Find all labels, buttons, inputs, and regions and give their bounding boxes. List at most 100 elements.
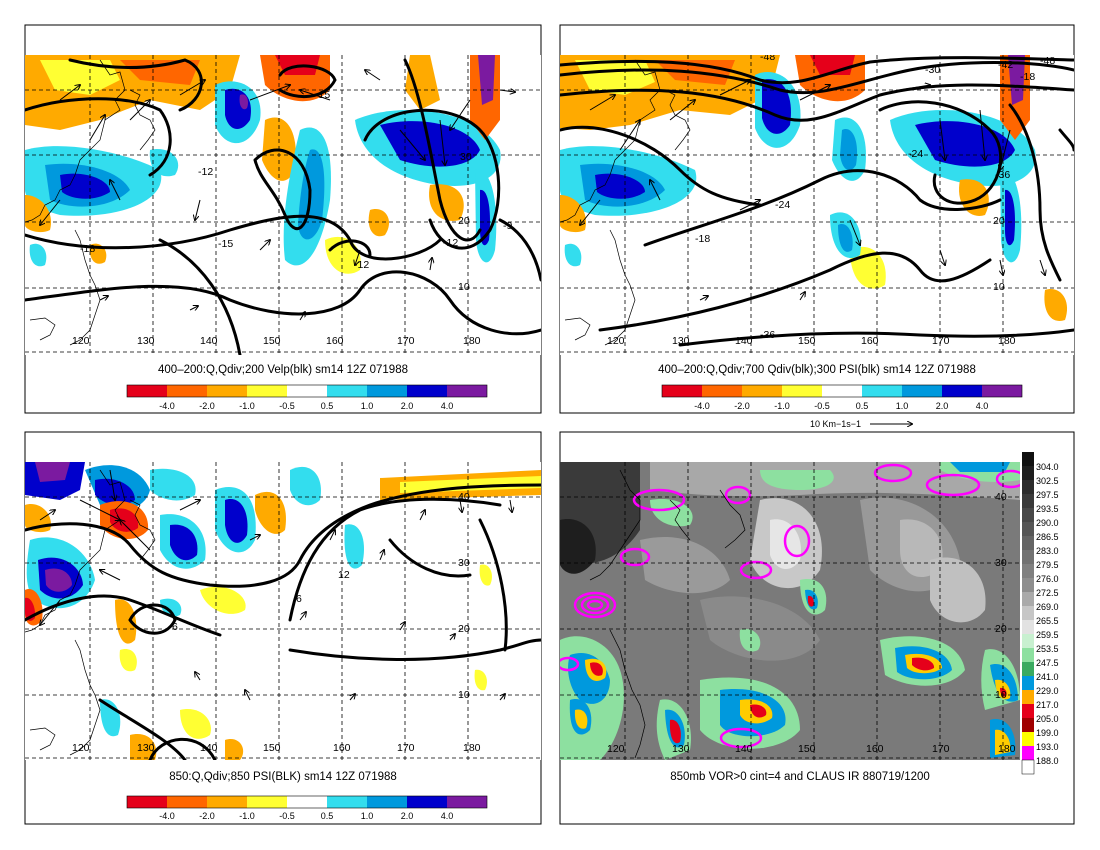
cb-tick: -2.0 <box>199 401 215 411</box>
lon-label: 130 <box>672 335 690 347</box>
ir-tick: 193.0 <box>1036 742 1059 752</box>
ir-tick: 199.0 <box>1036 728 1059 738</box>
p1-contour-label: -15 <box>218 238 233 250</box>
lat-label: 30 <box>995 557 1007 569</box>
lat-label: 40 <box>995 491 1007 503</box>
ir-tick: 283.0 <box>1036 546 1059 556</box>
lon-label: 170 <box>932 743 950 755</box>
p1-contour-label: 10 <box>458 281 470 293</box>
vector-scale-label: 10 Km−1s−1 <box>810 419 861 429</box>
lon-label: 130 <box>137 742 155 754</box>
p1-contour-label: 30 <box>460 151 472 163</box>
cb-tick: -4.0 <box>159 401 175 411</box>
panel-1: -15 -12 -15 -12 -9 -12 30 20 10 -18 120 … <box>24 24 542 414</box>
panel-4: 40 30 20 10 120 130 140 150 160 170 180 … <box>559 431 1075 825</box>
lat-label: 20 <box>995 623 1007 635</box>
cb-tick: 1.0 <box>361 401 374 411</box>
cb-tick: 4.0 <box>441 401 454 411</box>
cb-tick: -0.5 <box>814 401 830 411</box>
lon-label: 120 <box>72 335 90 347</box>
ir-tick: 302.5 <box>1036 476 1059 486</box>
cb-tick: 4.0 <box>976 401 989 411</box>
p2-contour-label: 10 <box>993 281 1005 293</box>
lon-label: 140 <box>735 743 753 755</box>
cb-tick: -0.5 <box>279 811 295 821</box>
panel-4-title: 850mb VOR>0 cint=4 and CLAUS IR 880719/1… <box>670 771 930 783</box>
p2-contour-label: -24 <box>908 148 923 160</box>
p1-contour-label: -12 <box>443 237 458 249</box>
panel-1-map: -15 -12 -15 -12 -9 -12 30 20 10 -18 <box>25 55 541 355</box>
cb-tick: -4.0 <box>694 401 710 411</box>
p3-contour-label: 6 <box>172 621 178 633</box>
lon-label: 170 <box>397 742 415 754</box>
ir-tick: 188.0 <box>1036 756 1059 766</box>
lat-label: 30 <box>458 557 470 569</box>
lon-label: 120 <box>607 743 625 755</box>
cb-tick: -1.0 <box>239 811 255 821</box>
lat-label: 10 <box>458 689 470 701</box>
ir-tick: 259.5 <box>1036 630 1059 640</box>
ir-tick: 265.5 <box>1036 616 1059 626</box>
lon-label: 160 <box>333 742 351 754</box>
cb-tick: 0.5 <box>856 401 869 411</box>
lon-label: 150 <box>798 335 816 347</box>
lon-label: 140 <box>735 335 753 347</box>
ir-tick: 205.0 <box>1036 714 1059 724</box>
lon-label: 180 <box>998 743 1016 755</box>
p1-contour-label: -9 <box>503 220 512 232</box>
p3-contour-label: 12 <box>338 569 350 581</box>
cb-tick: 2.0 <box>401 811 414 821</box>
panel-2-title: 400–200:Q,Qdiv;700 Qdiv(blk);300 PSI(blk… <box>658 364 976 376</box>
panel-4-map <box>560 462 1020 760</box>
ir-tick: 217.0 <box>1036 700 1059 710</box>
p3-colorbar: -4.0 -2.0 -1.0 -0.5 0.5 1.0 2.0 4.0 <box>126 795 488 821</box>
lon-label: 120 <box>72 742 90 754</box>
cb-tick: 1.0 <box>896 401 909 411</box>
p3-lat-labels: 40 30 20 10 <box>458 491 470 701</box>
p4-lon-labels: 120 130 140 150 160 170 180 <box>607 743 1016 755</box>
cb-tick: -1.0 <box>239 401 255 411</box>
lat-label: 10 <box>995 689 1007 701</box>
lon-label: 180 <box>463 335 481 347</box>
cb-tick: -2.0 <box>734 401 750 411</box>
cb-tick: -2.0 <box>199 811 215 821</box>
cb-tick: 2.0 <box>936 401 949 411</box>
p1-contour-label: 20 <box>458 215 470 227</box>
ir-tick: 229.0 <box>1036 686 1059 696</box>
ir-tick: 290.0 <box>1036 518 1059 528</box>
p1-colorbar: -4.0 -2.0 -1.0 -0.5 0.5 1.0 2.0 4.0 <box>126 384 488 411</box>
panel-2: -48 -30 -42 -48 -24 -24 -18 -36 -36 -18 … <box>559 24 1075 429</box>
panel-1-title: 400–200:Q,Qdiv;200 Velp(blk) sm14 12Z 07… <box>158 364 408 376</box>
ir-tick: 253.5 <box>1036 644 1059 654</box>
ir-tick: 269.0 <box>1036 602 1059 612</box>
ir-tick: 286.5 <box>1036 532 1059 542</box>
lat-label: 40 <box>458 491 470 503</box>
panel-3: 12 6 6 40 30 20 10 120 130 140 150 160 1… <box>24 431 542 825</box>
panel-3-title: 850:Q,Qdiv;850 PSI(BLK) sm14 12Z 071988 <box>169 771 397 783</box>
lon-label: 140 <box>200 335 218 347</box>
p3-contour-label: 6 <box>296 593 302 605</box>
ir-tick: 241.0 <box>1036 672 1059 682</box>
cb-tick: 0.5 <box>321 401 334 411</box>
lon-label: 120 <box>607 335 625 347</box>
cb-tick: 2.0 <box>401 401 414 411</box>
p2-contour-label: -36 <box>760 329 775 341</box>
ir-tick: 297.5 <box>1036 490 1059 500</box>
p2-contour-label: -18 <box>1020 71 1035 83</box>
vector-scale: 10 Km−1s−1 <box>810 419 912 429</box>
ir-tick: 293.5 <box>1036 504 1059 514</box>
lon-label: 160 <box>866 743 884 755</box>
p2-contour-label: 20 <box>993 215 1005 227</box>
lon-label: 170 <box>397 335 415 347</box>
ir-colorbar: 304.0 302.5 297.5 293.5 290.0 286.5 283.… <box>1021 452 1059 775</box>
p2-contour-label: -36 <box>995 169 1010 181</box>
lon-label: 180 <box>463 742 481 754</box>
p1-contour-label: -15 <box>315 89 330 101</box>
lon-label: 180 <box>998 335 1016 347</box>
lon-label: 150 <box>798 743 816 755</box>
lon-label: 160 <box>326 335 344 347</box>
lon-label: 130 <box>137 335 155 347</box>
p2-colorbar: -4.0 -2.0 -1.0 -0.5 0.5 1.0 2.0 4.0 <box>661 384 1023 411</box>
p2-contour-label: -48 <box>1040 55 1055 67</box>
